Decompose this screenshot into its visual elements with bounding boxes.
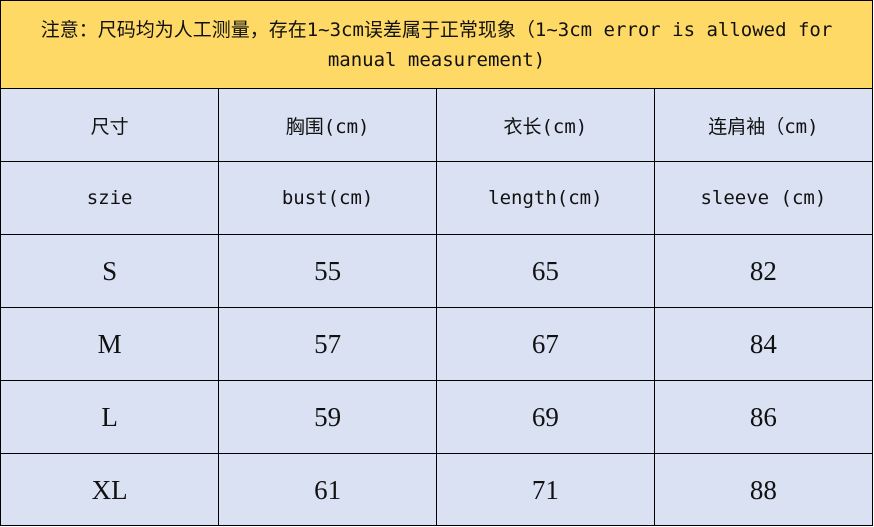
bust-cell: 55: [218, 234, 437, 308]
table-row: S 55 65 82: [1, 234, 872, 308]
sleeve-cell: 88: [653, 453, 872, 526]
length-cell: 71: [436, 453, 655, 526]
bust-cell: 61: [218, 453, 437, 526]
table-row: L 59 69 86: [1, 380, 872, 454]
header-cell: szie: [1, 161, 220, 235]
length-cell: 67: [436, 307, 655, 381]
size-cell: S: [1, 234, 220, 308]
bust-cell: 59: [218, 380, 437, 454]
sleeve-cell: 86: [653, 380, 872, 454]
size-cell: XL: [1, 453, 220, 526]
header-cell: sleeve (cm): [653, 161, 872, 235]
table-row: XL 61 71 88: [1, 453, 872, 526]
sleeve-cell: 84: [653, 307, 872, 381]
size-cell: M: [1, 307, 220, 381]
header-cell: length(cm): [436, 161, 655, 235]
size-table: 尺寸 胸围(cm) 衣长(cm) 连肩袖（cm) szie bust(cm) l…: [1, 89, 872, 526]
table-row: M 57 67 84: [1, 307, 872, 381]
length-cell: 65: [436, 234, 655, 308]
length-cell: 69: [436, 380, 655, 454]
sleeve-cell: 82: [653, 234, 872, 308]
header-cell: 胸围(cm): [218, 89, 437, 162]
header-row-chinese: 尺寸 胸围(cm) 衣长(cm) 连肩袖（cm): [1, 89, 872, 162]
header-cell: 连肩袖（cm): [653, 89, 872, 162]
header-cell: 衣长(cm): [436, 89, 655, 162]
size-cell: L: [1, 380, 220, 454]
header-cell: bust(cm): [218, 161, 437, 235]
bust-cell: 57: [218, 307, 437, 381]
header-row-english: szie bust(cm) length(cm) sleeve (cm): [1, 161, 872, 235]
measurement-note: 注意：尺码均为人工测量，存在1~3cm误差属于正常现象（1~3cm error …: [1, 1, 872, 89]
header-cell: 尺寸: [1, 89, 220, 162]
